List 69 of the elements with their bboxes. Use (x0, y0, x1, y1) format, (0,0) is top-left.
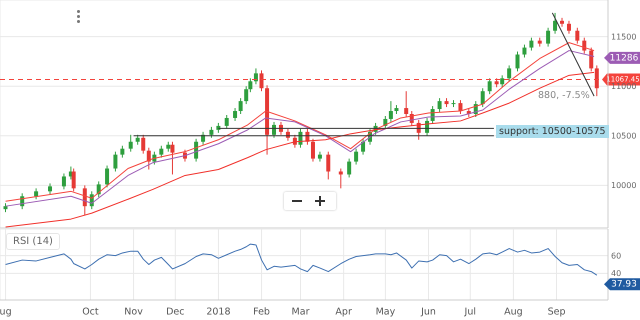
line-series (5, 244, 598, 276)
candlestick (318, 151, 322, 162)
candlestick (146, 147, 151, 170)
candlestick (354, 148, 358, 166)
candlestick (224, 114, 229, 130)
candlestick (248, 78, 252, 93)
candlestick (113, 151, 118, 172)
candlestick (553, 12, 558, 34)
candlestick (529, 37, 534, 52)
x-tick-label: Jun (420, 306, 436, 318)
candlestick (507, 64, 512, 82)
x-tick-label: Dec (166, 306, 184, 318)
annotation: 880, -7.5% (538, 90, 590, 101)
candlestick (500, 74, 504, 88)
candlestick (515, 51, 520, 72)
x-tick-label: Mar (292, 306, 310, 318)
candlestick (347, 158, 352, 178)
candlestick (388, 100, 393, 122)
candlestick (488, 78, 492, 95)
y-tick-label: 11500 (611, 32, 636, 42)
x-tick-label: Jul (464, 306, 476, 318)
x-tick-label: May (376, 306, 396, 318)
candlestick (438, 98, 442, 113)
candlestick (209, 126, 214, 138)
annotation: 11286 (610, 53, 639, 64)
annotation: 37.93 (611, 280, 637, 290)
candlestick (338, 168, 343, 189)
candlestick (326, 151, 330, 180)
candlestick (128, 134, 133, 152)
x-tick-label: 2018 (206, 306, 231, 318)
candlestick (233, 108, 238, 122)
candlestick (254, 68, 258, 85)
x-tick-label: Aug (504, 306, 523, 318)
candlestick (480, 88, 485, 108)
y-tick-label: 10000 (611, 181, 636, 190)
candlestick (272, 121, 276, 138)
x-tick-label: Sep (548, 306, 566, 318)
y-tick-label: 40 (611, 269, 622, 278)
candlestick (120, 145, 124, 158)
candlestick (62, 172, 66, 190)
annotation: support: 10500-10575 (496, 125, 609, 138)
candlestick (159, 145, 164, 158)
candlestick (404, 90, 408, 118)
candlestick (458, 100, 462, 114)
candlestick (238, 98, 243, 114)
candlestick (582, 37, 586, 54)
candlestick (141, 134, 146, 154)
candlestick (72, 168, 76, 192)
text: RSI (14) (6, 233, 60, 250)
x-tick-label: Nov (124, 306, 144, 318)
candlestick (48, 182, 52, 195)
candlestick (566, 20, 571, 34)
candlestick (310, 138, 315, 162)
candlestick (136, 134, 140, 146)
candlestick (575, 27, 580, 44)
x-tick-label: Feb (253, 306, 270, 318)
candlestick (166, 141, 170, 152)
x-tick-label: ug (0, 306, 12, 318)
x-tick-label: Apr (335, 306, 352, 318)
candlestick (546, 27, 550, 48)
candlestick (259, 70, 264, 92)
candlestick (244, 86, 248, 105)
x-tick-label: Oct (82, 306, 99, 318)
candlestick (170, 141, 174, 175)
candlestick (522, 44, 526, 58)
candlestick (105, 165, 110, 188)
candlestick (34, 188, 38, 200)
y-tick-label: 10500 (611, 132, 636, 141)
y-tick-label: 60 (611, 251, 622, 260)
